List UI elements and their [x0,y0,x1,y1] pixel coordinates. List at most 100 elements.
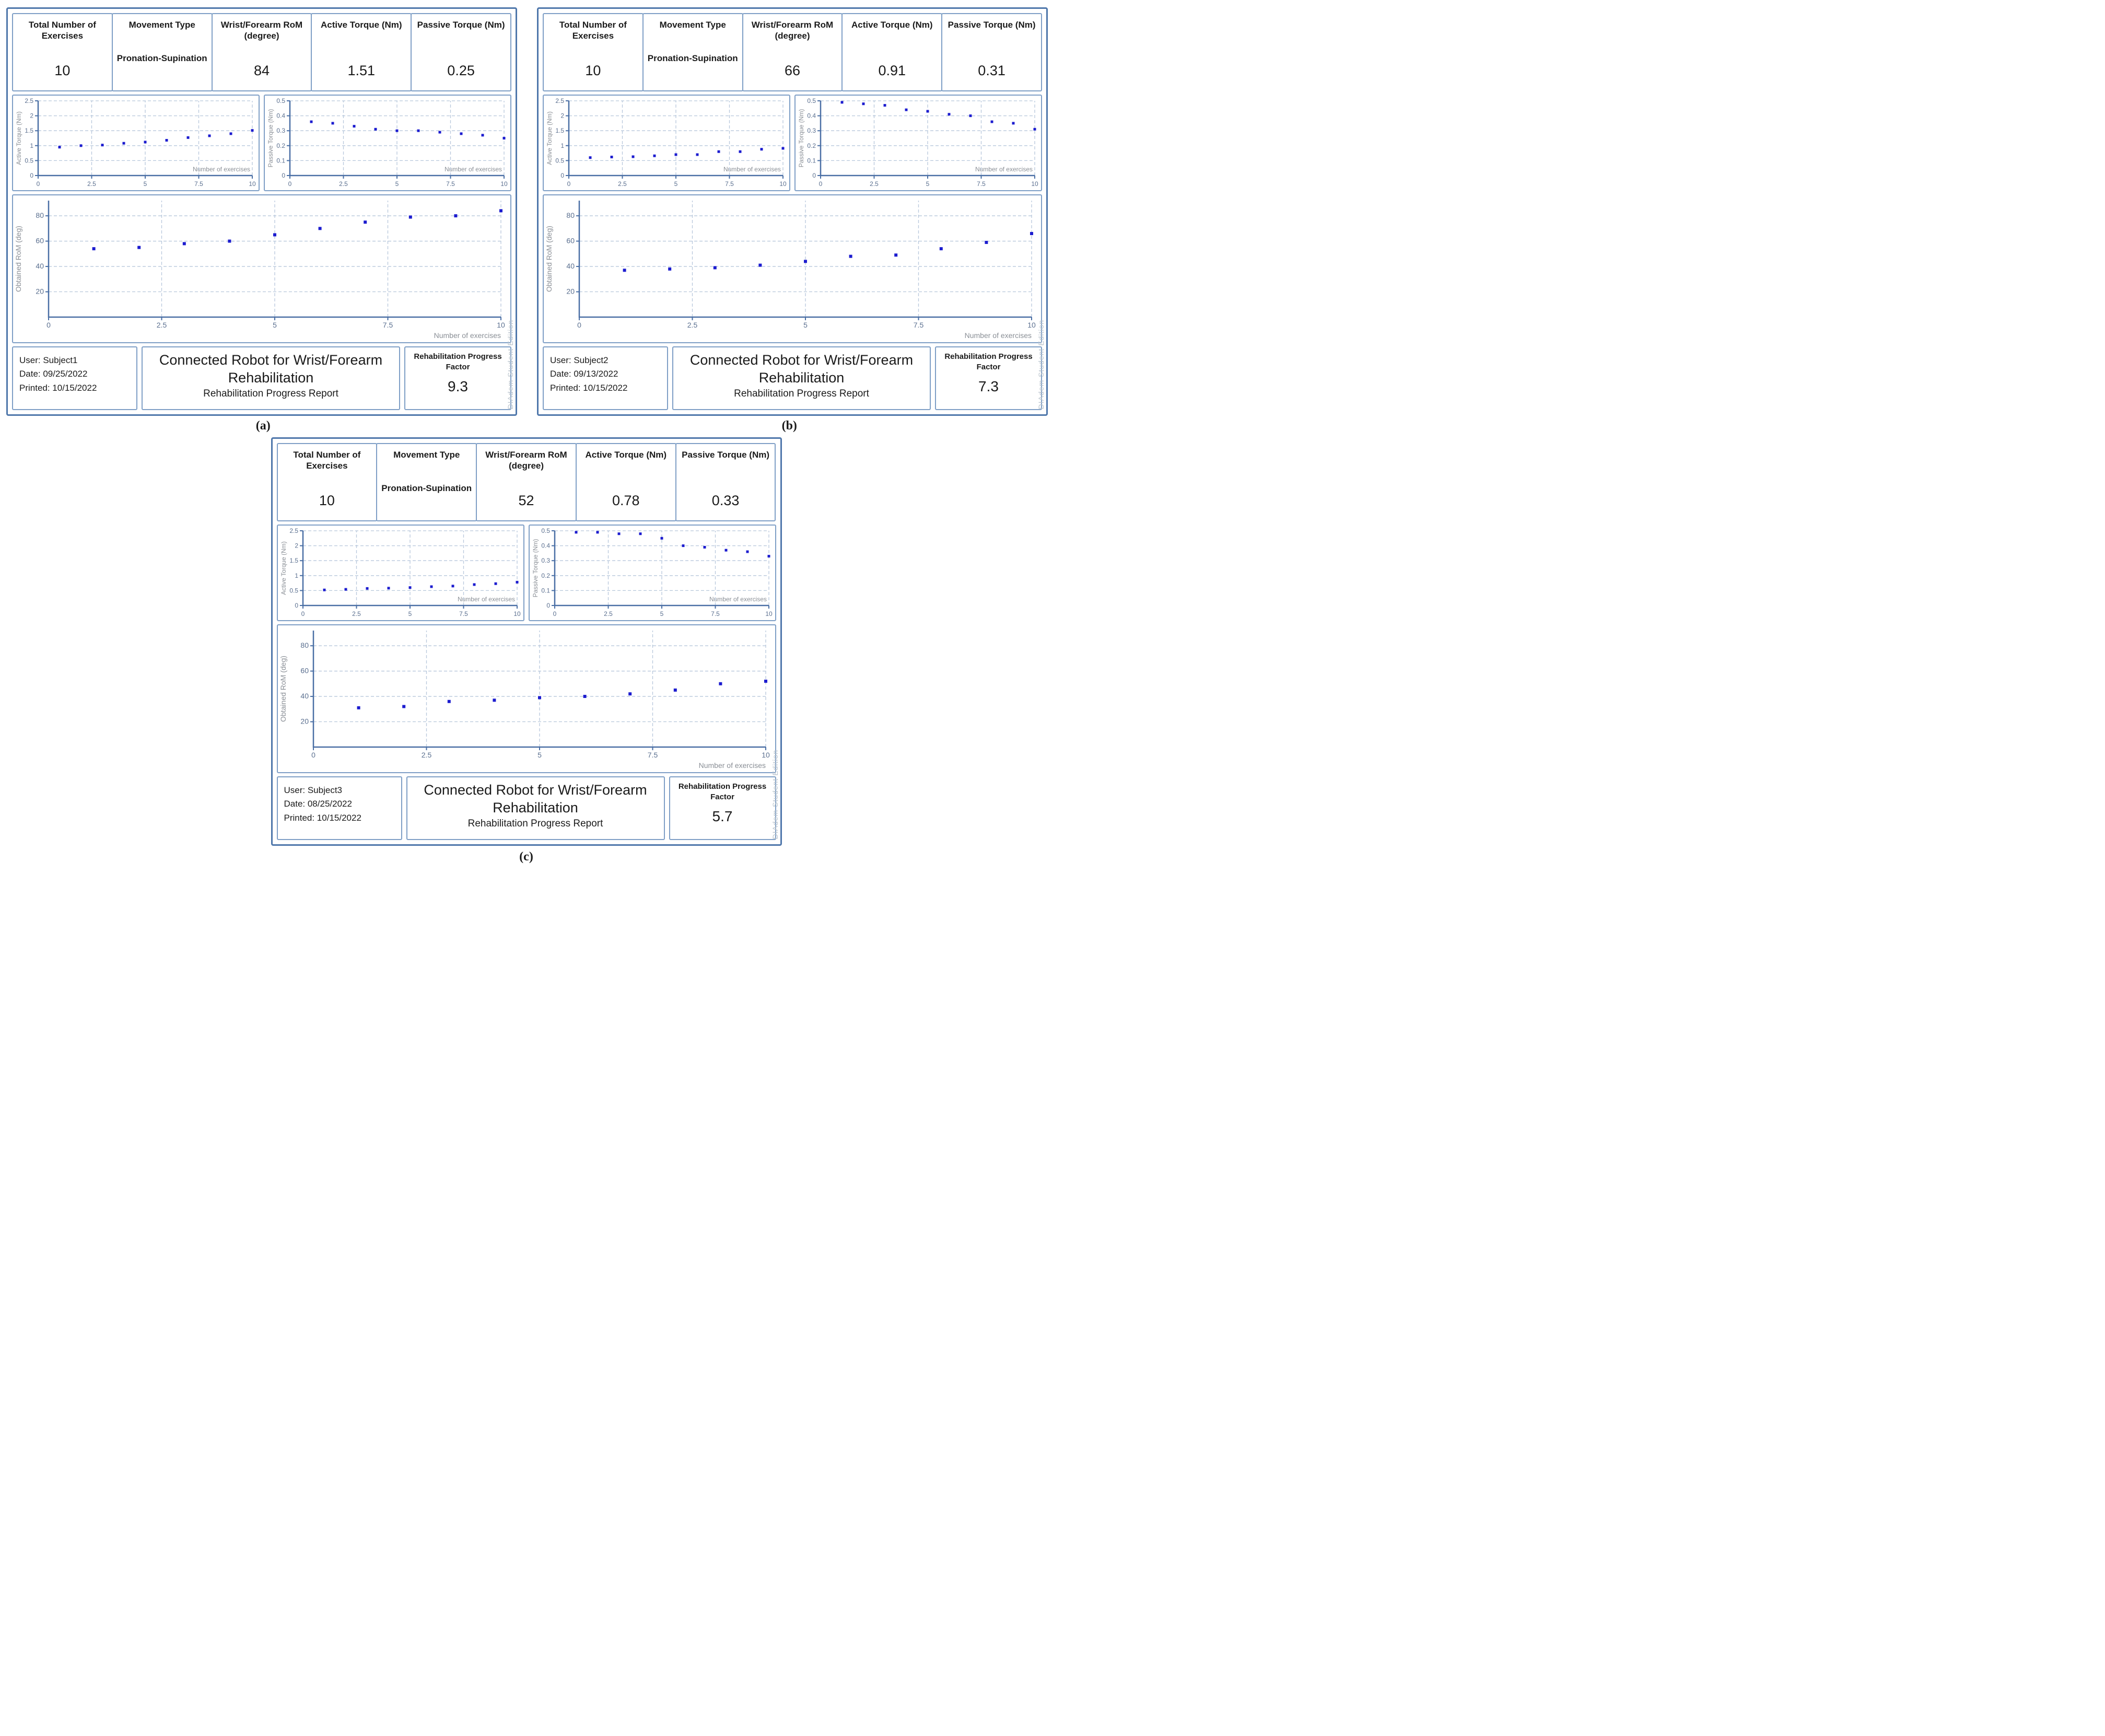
svg-text:Number of exercises: Number of exercises [434,331,501,340]
progress-factor-value: 9.3 [448,378,468,394]
svg-text:0: 0 [282,172,285,179]
svg-text:2: 2 [560,112,564,120]
obtained-rom-chart: 0 2.5 5 7.5 10 20 40 60 80 Obtained RoM (deg) Numb… [14,201,505,340]
report-panel-c: Total Number of Exercises 10 Movement Ty… [271,437,782,846]
svg-text:0.4: 0.4 [807,112,816,120]
svg-text:Active Torque (Nm): Active Torque (Nm) [546,111,553,165]
rom-chart-box: 0 2.5 5 7.5 10 20 40 60 80 Obtained RoM (deg) Numb… [276,624,776,773]
header-cell-movement-type: Movement Type Pronation-Supination [111,13,213,91]
svg-text:Number of exercises: Number of exercises [975,166,1033,173]
svg-text:Passive Torque (Nm): Passive Torque (Nm) [798,109,805,168]
header-cell-active-torque: Active Torque (Nm) 0.91 [841,13,943,91]
header-cell-movement-type: Movement Type Pronation-Supination [642,13,743,91]
svg-text:5: 5 [537,751,542,759]
svg-text:0.5: 0.5 [555,157,564,164]
svg-text:0: 0 [819,180,823,188]
report-subtitle: Rehabilitation Progress Report [467,818,603,829]
header-cell-label: Wrist/Forearm RoM (degree) [485,450,567,471]
svg-text:80: 80 [300,641,309,649]
header-cell-passive-torque: Passive Torque (Nm) 0.33 [675,443,776,521]
small-charts-row: 0 2.5 5 7.5 10 0 0.5 1 1.5 2 2.5 Active Torque (Nm)… [276,525,776,621]
svg-text:0: 0 [553,610,556,617]
svg-text:0.5: 0.5 [25,157,33,164]
svg-text:Number of exercises: Number of exercises [445,166,502,173]
svg-text:0.4: 0.4 [276,112,285,120]
svg-text:2: 2 [30,112,33,120]
svg-text:10: 10 [500,180,508,188]
svg-text:0.2: 0.2 [276,142,285,149]
watermark-text: DIAdem Student Edition [1037,319,1045,409]
svg-text:0: 0 [301,610,305,617]
header-cell-value: 66 [784,63,801,78]
header-cell-value: Pronation-Supination [381,483,472,493]
header-cell-active-torque: Active Torque (Nm) 0.78 [575,443,676,521]
svg-text:10: 10 [1027,321,1036,329]
svg-text:0.3: 0.3 [807,127,816,134]
svg-text:60: 60 [566,237,575,245]
svg-text:0: 0 [46,321,51,329]
svg-text:2.5: 2.5 [555,97,564,104]
svg-text:Active Torque (Nm): Active Torque (Nm) [15,111,22,165]
svg-text:7.5: 7.5 [977,180,986,188]
caption-b: (b) [781,419,797,433]
date-line: Date: 09/25/2022 [19,369,88,379]
header-cell-value: 10 [585,63,601,78]
svg-text:0.3: 0.3 [541,557,550,564]
svg-text:20: 20 [36,287,44,296]
svg-text:0.3: 0.3 [276,127,285,134]
svg-text:5: 5 [144,180,147,188]
svg-text:0: 0 [577,321,581,329]
svg-text:5: 5 [674,180,678,188]
header-cell-total-exercises: Total Number of Exercises 10 [543,13,644,91]
caption-c: (c) [519,850,533,864]
svg-text:2.5: 2.5 [687,321,698,329]
svg-text:60: 60 [300,667,309,675]
svg-text:Number of exercises: Number of exercises [457,596,514,603]
printed-line: Printed: 10/15/2022 [284,812,361,823]
svg-text:0: 0 [37,180,40,188]
svg-text:80: 80 [566,211,575,219]
report-title-line2: Rehabilitation [228,369,314,386]
svg-text:0.5: 0.5 [276,97,285,104]
footer-row: User: Subject2 Date: 09/13/2022 Printed:… [543,346,1042,410]
report-panel-a: Total Number of Exercises 10 Movement Ty… [6,7,517,416]
svg-text:Number of exercises: Number of exercises [965,331,1032,340]
svg-text:7.5: 7.5 [711,610,720,617]
caption-a: (a) [255,419,271,433]
svg-text:7.5: 7.5 [194,180,203,188]
report-title-line1: Connected Robot for Wrist/Forearm [689,352,914,368]
svg-text:5: 5 [926,180,930,188]
caption-row: (a) (b) [0,416,1052,434]
top-row: Total Number of Exercises 10 Movement Ty… [0,0,1052,416]
svg-text:7.5: 7.5 [446,180,455,188]
report-panel-b: Total Number of Exercises 10 Movement Ty… [537,7,1048,416]
svg-text:1: 1 [560,142,564,149]
svg-text:2.5: 2.5 [870,180,879,188]
svg-text:5: 5 [660,610,663,617]
header-cell-label: Active Torque (Nm) [851,20,933,30]
user-info: User: Subject3 Date: 08/25/2022 Printed:… [276,776,402,840]
header-cell-value: Pronation-Supination [116,53,207,63]
svg-text:60: 60 [36,237,44,245]
svg-text:Obtained RoM (deg): Obtained RoM (deg) [545,226,553,292]
svg-text:Obtained RoM (deg): Obtained RoM (deg) [14,226,22,292]
watermark-text: DIAdem Student Edition [506,319,514,409]
header-cell-value: 0.25 [447,63,475,78]
header-row: Total Number of Exercises 10 Movement Ty… [12,13,511,91]
passive-torque-chart-box: 0 2.5 5 7.5 10 0 0.1 0.2 0.3 0.4 0.5 Passive Torque… [264,95,511,191]
svg-text:0: 0 [546,602,550,609]
svg-text:7.5: 7.5 [383,321,393,329]
svg-text:2.5: 2.5 [421,751,431,759]
svg-text:1: 1 [295,572,298,579]
report-subtitle: Rehabilitation Progress Report [203,388,338,399]
svg-text:0: 0 [295,602,298,609]
svg-text:1.5: 1.5 [289,557,298,564]
svg-text:Passive Torque (Nm): Passive Torque (Nm) [532,539,539,598]
svg-text:7.5: 7.5 [647,751,658,759]
svg-text:7.5: 7.5 [459,610,468,617]
